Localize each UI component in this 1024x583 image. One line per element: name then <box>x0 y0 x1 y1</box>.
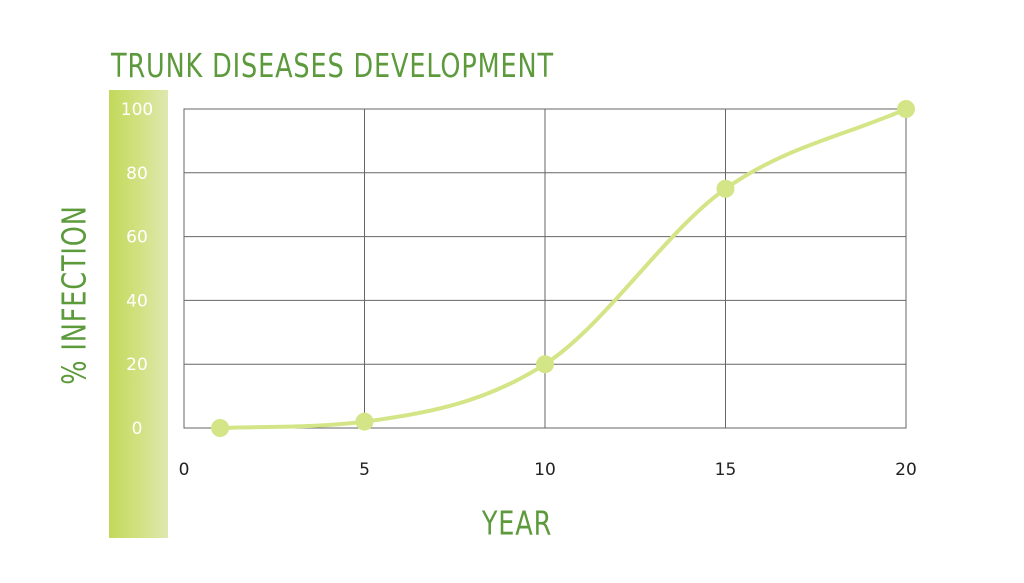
x-tick-label: 0 <box>179 460 190 480</box>
x-tick-label: 15 <box>715 460 737 480</box>
x-tick-label: 20 <box>895 460 917 480</box>
data-points <box>211 100 915 437</box>
data-point <box>211 419 230 437</box>
y-tick-label: 80 <box>126 164 148 184</box>
y-tick-label: 20 <box>126 355 148 375</box>
y-tick-label: 100 <box>121 100 153 120</box>
series-lines <box>218 107 908 430</box>
grid <box>183 108 907 429</box>
x-axis-label: YEAR <box>481 503 553 543</box>
chart-title: TRUNK DISEASES DEVELOPMENT <box>111 46 554 85</box>
x-tick-label: 10 <box>534 460 556 480</box>
y-tick-label: 40 <box>126 291 148 311</box>
data-point <box>536 355 554 374</box>
x-tick-label: 5 <box>359 460 370 480</box>
y-tick-label: 0 <box>132 419 143 439</box>
x-tick-labels: 0 5 10 15 20 <box>179 460 917 480</box>
series-line <box>218 107 908 430</box>
data-point <box>716 179 735 198</box>
y-tick-labels: 0 20 40 60 80 100 <box>121 100 153 439</box>
y-tick-label: 60 <box>126 228 148 248</box>
y-axis-band <box>109 90 168 538</box>
data-point <box>897 100 915 118</box>
data-point <box>355 412 374 431</box>
